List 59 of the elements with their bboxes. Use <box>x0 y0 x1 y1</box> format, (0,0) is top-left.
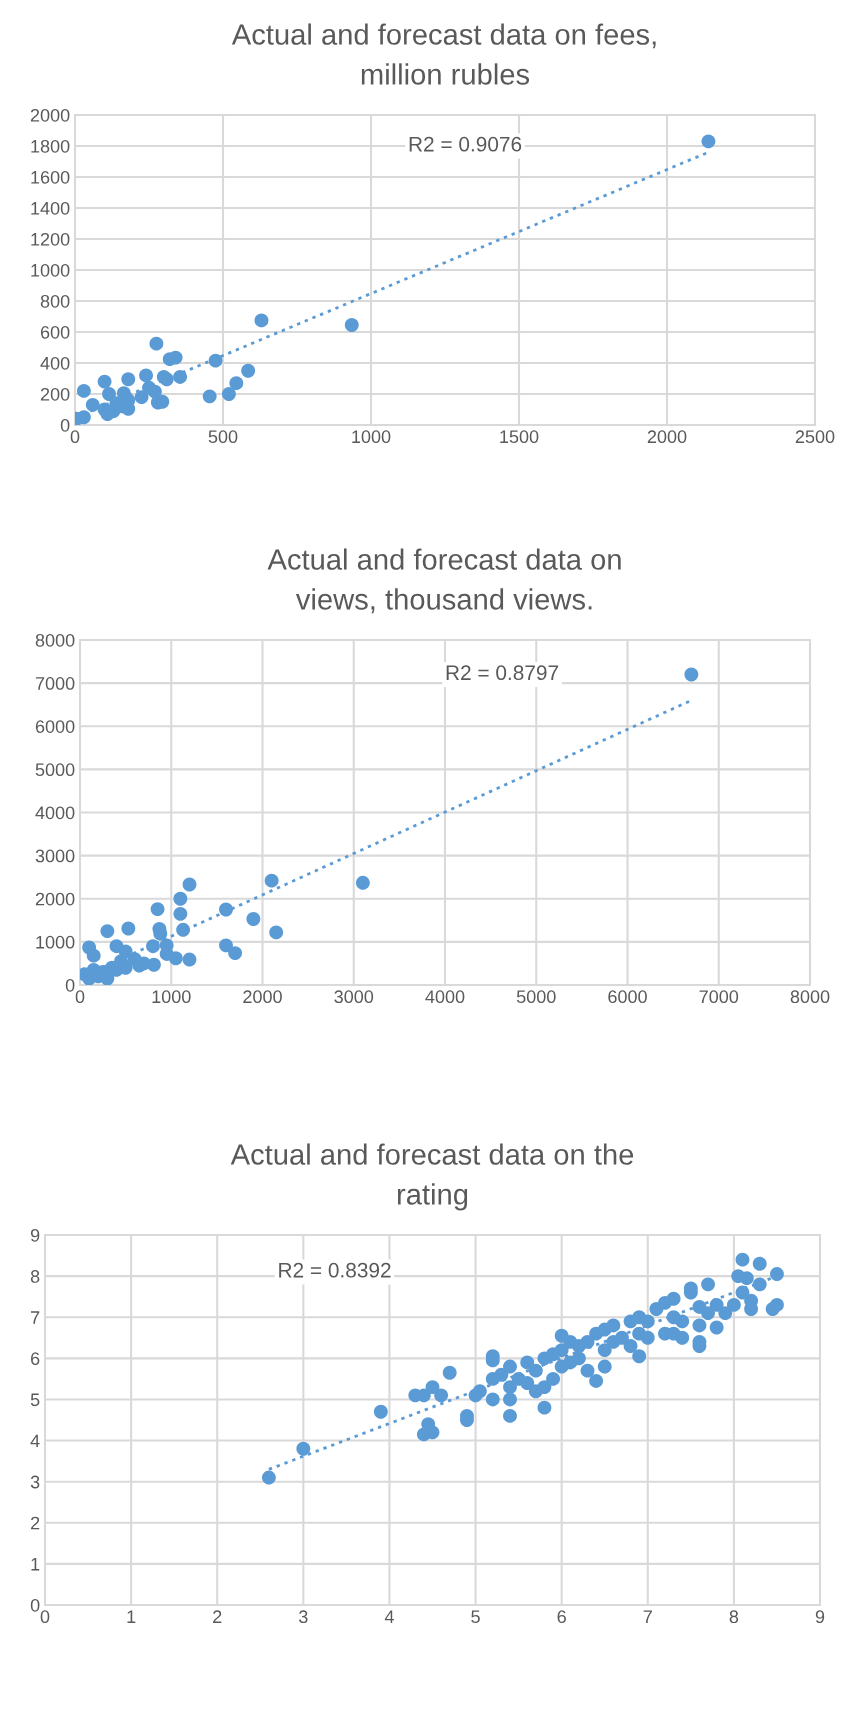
chart-title: Actual and forecast data on views, thousand views. <box>267 548 621 614</box>
x-tick-label: 3000 <box>334 990 374 1004</box>
y-tick-label: 4000 <box>35 806 75 820</box>
y-tick-label: 1800 <box>31 139 70 153</box>
y-tick-label: 1600 <box>31 170 70 184</box>
x-tick-label: 5000 <box>516 990 556 1004</box>
x-tick-label: 1000 <box>352 430 391 444</box>
x-tick-label: 7 <box>643 1610 652 1623</box>
x-tick-label: 1 <box>127 1610 136 1623</box>
y-tick-label: 1200 <box>31 232 70 246</box>
annotation: R2 = 0.8392 <box>279 1262 391 1278</box>
x-tick-label: 2000 <box>243 990 282 1004</box>
x-tick-label: 9 <box>815 1610 825 1624</box>
x-tick-label: 1500 <box>500 430 539 444</box>
x-tick-label: 6000 <box>608 990 647 1004</box>
x-tick-label: 0 <box>75 990 85 1004</box>
y-tick-label: 200 <box>40 387 70 401</box>
chart-title: Actual and forecast data on the rating <box>230 1143 634 1211</box>
y-tick-label: 5000 <box>35 763 75 777</box>
y-tick-label: 400 <box>40 356 70 370</box>
y-tick-label: 0 <box>60 418 70 432</box>
chart-title: Actual and forecast data on fees, million rubles <box>231 23 656 85</box>
y-tick-label: 2000 <box>35 892 75 906</box>
x-tick-label: 7000 <box>699 990 739 1004</box>
x-tick-label: 1000 <box>152 990 191 1004</box>
x-tick-label: 8 <box>729 1610 739 1624</box>
x-tick-label: 3 <box>299 1610 308 1624</box>
x-tick-label: 6 <box>557 1610 566 1624</box>
y-tick-label: 6000 <box>35 720 75 733</box>
x-tick-label: 500 <box>208 430 238 444</box>
x-tick-label: 2 <box>213 1610 222 1623</box>
y-tick-label: 6 <box>31 1352 40 1366</box>
y-tick-label: 9 <box>30 1228 40 1242</box>
x-tick-label: 4000 <box>425 990 465 1004</box>
x-tick-label: 5 <box>471 1610 480 1624</box>
y-tick-label: 800 <box>40 294 70 308</box>
y-tick-label: 0 <box>30 1598 40 1612</box>
y-tick-label: 1000 <box>31 263 70 277</box>
y-tick-label: 7000 <box>35 677 75 690</box>
y-tick-label: 3 <box>30 1475 40 1489</box>
x-tick-label: 2000 <box>647 430 687 444</box>
y-tick-label: 1000 <box>36 935 75 949</box>
y-tick-label: 2 <box>31 1516 40 1530</box>
y-tick-label: 8 <box>30 1270 40 1283</box>
x-tick-label: 8000 <box>790 990 830 1004</box>
y-tick-label: 1400 <box>31 201 70 215</box>
y-tick-label: 7 <box>31 1311 40 1324</box>
y-tick-label: 4 <box>30 1434 40 1448</box>
y-tick-label: 1 <box>31 1558 40 1571</box>
y-tick-label: 2000 <box>30 108 70 122</box>
annotation: R2 = 0.9076 <box>409 136 522 152</box>
y-tick-label: 3000 <box>35 849 75 863</box>
x-tick-label: 4 <box>384 1610 394 1623</box>
x-tick-label: 2500 <box>795 430 835 444</box>
y-tick-label: 8000 <box>35 633 75 647</box>
annotation: R2 = 0.8797 <box>446 665 559 681</box>
y-tick-label: 5 <box>30 1393 40 1407</box>
y-tick-label: 0 <box>65 978 75 992</box>
y-tick-label: 600 <box>40 325 70 339</box>
